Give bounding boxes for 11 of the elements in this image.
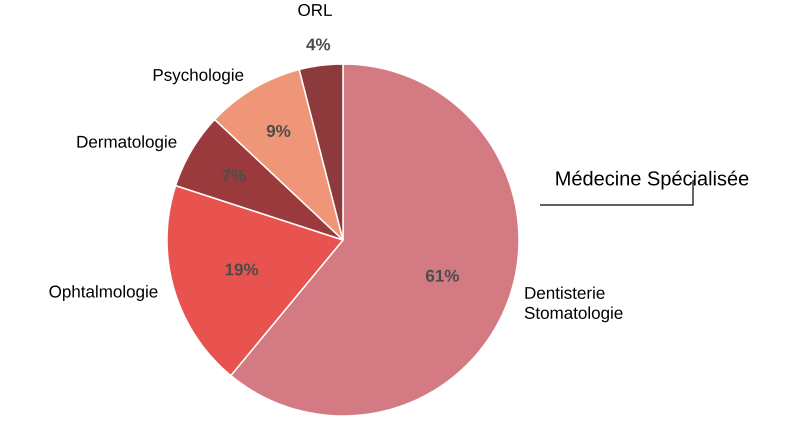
slice-label: Dermatologie (77, 135, 176, 152)
data-label: 4% (306, 38, 330, 50)
data-label: 19% (226, 263, 258, 276)
slice-label: Ophtalmologie (49, 285, 158, 301)
data-label: 7% (222, 170, 246, 182)
slice-label: ORL (298, 4, 332, 16)
slice-label: Dentisterie Stomatologie (524, 286, 623, 322)
text: Médecine Spécialisée (556, 170, 748, 190)
data-label: 61% (426, 270, 459, 282)
slice-label: Psychologie (154, 68, 244, 84)
data-label: 9% (266, 124, 290, 137)
